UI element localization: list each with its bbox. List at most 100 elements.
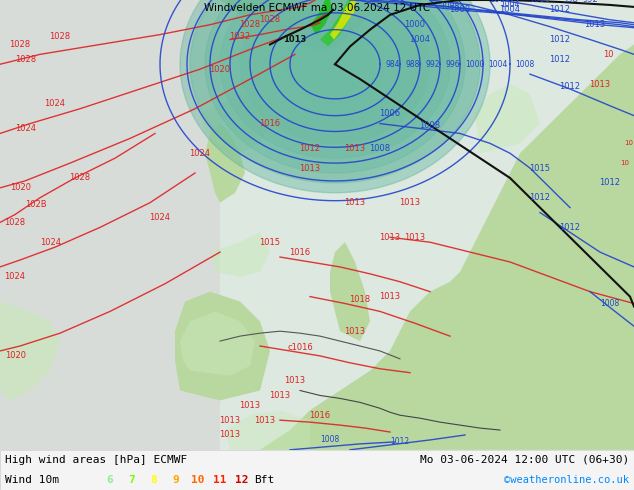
Polygon shape xyxy=(265,5,405,123)
Text: 1004: 1004 xyxy=(500,5,521,14)
Text: 1006: 1006 xyxy=(379,109,401,118)
Text: 10: 10 xyxy=(620,160,629,166)
Text: 1004: 1004 xyxy=(500,0,519,9)
Text: 1008: 1008 xyxy=(450,5,470,14)
Text: 1024: 1024 xyxy=(15,124,36,133)
Polygon shape xyxy=(330,0,356,40)
Text: 998: 998 xyxy=(562,0,578,4)
Text: 1013: 1013 xyxy=(219,431,240,440)
Text: 1012: 1012 xyxy=(299,144,321,153)
Text: 1013: 1013 xyxy=(344,327,366,336)
Polygon shape xyxy=(220,0,450,158)
Text: 12: 12 xyxy=(235,475,249,485)
Text: 1024: 1024 xyxy=(40,238,61,246)
Text: 1000: 1000 xyxy=(404,20,425,29)
Text: 1013: 1013 xyxy=(404,233,425,242)
Text: 1004: 1004 xyxy=(410,35,430,44)
Text: 1018: 1018 xyxy=(349,295,370,304)
FancyBboxPatch shape xyxy=(0,450,634,490)
Text: 1008: 1008 xyxy=(515,60,534,69)
Text: Bft: Bft xyxy=(254,475,274,485)
Text: 1013: 1013 xyxy=(399,198,420,207)
Text: 1016: 1016 xyxy=(290,247,311,257)
Polygon shape xyxy=(260,45,634,450)
Polygon shape xyxy=(0,0,220,450)
Text: Mo 03-06-2024 12:00 UTC (06+30): Mo 03-06-2024 12:00 UTC (06+30) xyxy=(420,455,629,465)
Text: 1012: 1012 xyxy=(559,223,581,232)
Text: 1013: 1013 xyxy=(269,391,290,400)
Text: 102B: 102B xyxy=(25,200,47,209)
Polygon shape xyxy=(285,24,385,104)
Text: High wind areas [hPa] ECMWF: High wind areas [hPa] ECMWF xyxy=(5,455,187,465)
Text: 1020: 1020 xyxy=(5,351,26,361)
Text: 1028: 1028 xyxy=(10,40,30,49)
Text: 1020: 1020 xyxy=(209,65,231,74)
Text: 1008: 1008 xyxy=(600,299,619,308)
Text: Windvelden ECMWF ma 03.06.2024 12 UTC: Windvelden ECMWF ma 03.06.2024 12 UTC xyxy=(204,3,430,13)
Text: 1028: 1028 xyxy=(240,20,261,29)
Text: 1015: 1015 xyxy=(529,164,550,172)
Text: 996: 996 xyxy=(445,60,460,69)
Text: 1028: 1028 xyxy=(15,55,36,64)
Polygon shape xyxy=(205,0,465,173)
Text: 1020: 1020 xyxy=(10,183,31,193)
Text: 1028: 1028 xyxy=(70,173,91,182)
Polygon shape xyxy=(180,0,490,193)
Text: 1008: 1008 xyxy=(420,121,441,130)
Text: 9: 9 xyxy=(172,475,179,485)
Text: 6: 6 xyxy=(107,475,113,485)
Polygon shape xyxy=(225,410,310,450)
Text: 1013: 1013 xyxy=(590,79,611,89)
Text: 1013: 1013 xyxy=(344,144,366,153)
Text: 1028: 1028 xyxy=(49,32,70,41)
Text: 1024: 1024 xyxy=(190,149,210,158)
Text: 1013: 1013 xyxy=(240,401,261,410)
Text: 7: 7 xyxy=(129,475,136,485)
Polygon shape xyxy=(210,232,270,277)
Text: 1008: 1008 xyxy=(320,436,340,444)
Polygon shape xyxy=(220,0,390,54)
Text: 988: 988 xyxy=(405,60,419,69)
Text: 1013: 1013 xyxy=(283,35,307,44)
Text: 1012: 1012 xyxy=(550,35,571,44)
Text: 1028: 1028 xyxy=(259,15,281,24)
Text: 1012: 1012 xyxy=(600,178,621,187)
Text: 1008: 1008 xyxy=(370,144,391,153)
Text: 1028: 1028 xyxy=(4,218,25,227)
Text: 992: 992 xyxy=(425,60,439,69)
Polygon shape xyxy=(175,292,270,400)
Text: 1013: 1013 xyxy=(379,233,401,242)
Polygon shape xyxy=(205,123,245,203)
Text: 10: 10 xyxy=(624,140,633,147)
Polygon shape xyxy=(330,242,370,341)
Text: 1024: 1024 xyxy=(4,272,25,281)
Text: 1012: 1012 xyxy=(550,5,571,14)
Polygon shape xyxy=(475,84,540,153)
Polygon shape xyxy=(310,0,332,35)
Text: 1012: 1012 xyxy=(550,55,571,64)
Text: Wind 10m: Wind 10m xyxy=(5,475,59,485)
Text: 1013: 1013 xyxy=(285,376,306,385)
Text: 1016: 1016 xyxy=(259,119,281,128)
Text: 11: 11 xyxy=(213,475,227,485)
Text: 1024: 1024 xyxy=(44,99,65,108)
Text: 992: 992 xyxy=(582,0,598,4)
Text: 1032: 1032 xyxy=(230,32,250,41)
Polygon shape xyxy=(190,0,480,183)
Text: 8: 8 xyxy=(151,475,157,485)
Text: ©weatheronline.co.uk: ©weatheronline.co.uk xyxy=(504,475,629,485)
Text: 1000: 1000 xyxy=(465,60,484,69)
Text: 1000: 1000 xyxy=(529,0,550,4)
Text: 984: 984 xyxy=(385,60,399,69)
FancyBboxPatch shape xyxy=(0,0,634,450)
Text: c1016: c1016 xyxy=(287,343,313,351)
Text: 1013: 1013 xyxy=(379,292,401,301)
Text: 1012: 1012 xyxy=(391,438,410,446)
Text: 1016: 1016 xyxy=(309,411,330,420)
Text: 1013: 1013 xyxy=(299,164,321,172)
Text: 1008: 1008 xyxy=(441,2,460,11)
Text: 1013: 1013 xyxy=(254,416,276,425)
Polygon shape xyxy=(320,0,354,47)
Text: 1015: 1015 xyxy=(259,238,280,246)
Text: 1004: 1004 xyxy=(489,0,510,4)
